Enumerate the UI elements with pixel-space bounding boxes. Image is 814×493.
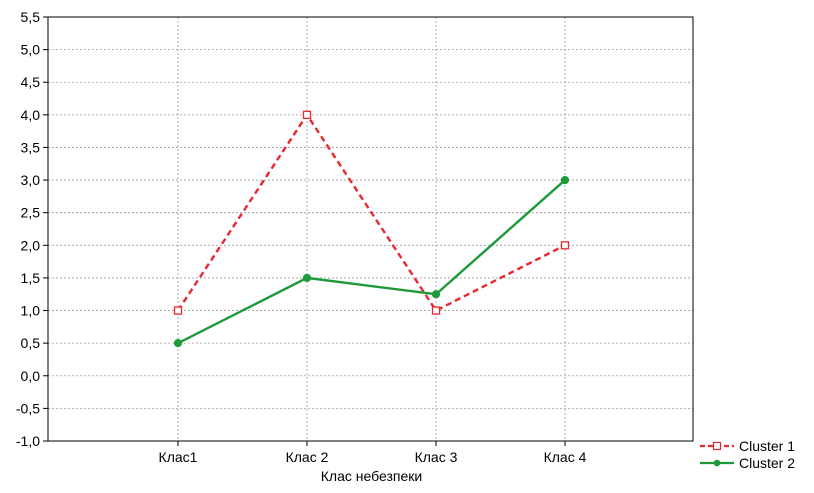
data-point [560,241,570,250]
y-tick-label: 2,0 [21,237,41,253]
data-point [173,339,183,348]
series-line [177,179,566,345]
x-tick-label: Клас1 [159,449,198,465]
y-tick-label: -1,0 [16,433,40,449]
x-tick-label: Клас 2 [286,449,329,465]
y-axis: -1,0 -0,5 0,0 0,5 1,0 1,5 2,0 2,5 3,0 3,5 4,0 4,5 5,… [16,9,48,449]
plot-area-frame [47,16,694,442]
legend-item: Cluster 1 [700,438,795,454]
y-tick-label: -0,5 [16,400,40,416]
y-tick-label: 4,0 [21,107,41,123]
data-point [431,306,441,315]
y-tick-label: 4,5 [21,74,41,90]
y-tick-label: 0,5 [21,335,41,351]
data-point [560,175,570,185]
series-2 [173,175,570,348]
data-point [302,110,312,119]
y-tick-label: 3,5 [21,139,41,155]
legend-label: Cluster 2 [739,455,795,471]
legend-swatch-marker [712,441,722,451]
y-tick-label: 2,5 [21,205,41,221]
data-point [173,306,183,315]
data-point [431,290,441,299]
y-tick-label: 5,5 [21,9,41,25]
y-tick-label: 1,0 [21,303,41,319]
data-series [173,110,570,348]
series-line [176,112,566,313]
legend-swatch-marker [713,459,721,467]
legend-item: Cluster 2 [700,455,795,471]
x-axis: Клас1 Клас 2 Клас 3 Клас 4 [159,441,587,465]
x-axis-title: Клас небезпеки [321,468,422,484]
data-point [302,273,312,283]
x-tick-label: Клас 3 [415,449,458,465]
x-tick-label: Клас 4 [544,449,587,465]
series-1 [173,110,570,315]
grid-lines [48,17,693,441]
y-tick-label: 1,5 [21,270,41,286]
legend-label: Cluster 1 [739,438,795,454]
y-tick-label: 0,0 [21,368,41,384]
y-tick-label: 3,0 [21,172,41,188]
y-tick-label: 5,0 [21,42,41,58]
